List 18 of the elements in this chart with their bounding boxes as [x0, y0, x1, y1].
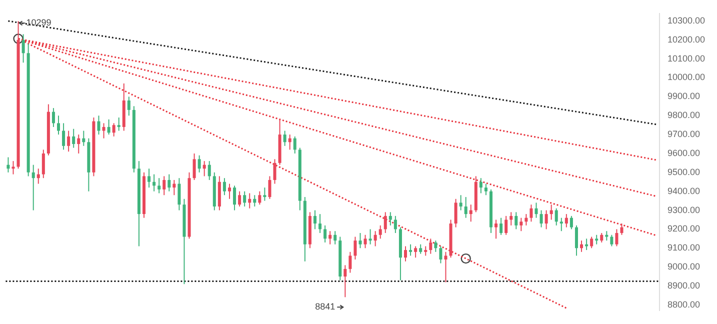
- y-tick-label: 9200.00: [667, 224, 700, 234]
- y-tick-label: 9400.00: [667, 186, 700, 196]
- y-tick-label: 10300.00: [667, 15, 706, 26]
- y-tick-label: 9800.00: [667, 110, 700, 120]
- y-tick-label: 10200.00: [667, 34, 706, 44]
- y-tick-label: 10100.00: [667, 53, 706, 64]
- y-tick-label: 9700.00: [667, 129, 700, 140]
- y-tick-label: 9900.00: [667, 91, 700, 102]
- y-tick-label: 9100.00: [667, 242, 700, 253]
- annotation: 10299: [26, 18, 52, 28]
- y-tick-label: 9600.00: [667, 148, 700, 158]
- y-tick-label: 9300.00: [667, 204, 700, 215]
- y-tick-label: 10000.00: [667, 72, 706, 82]
- annotation: 8841: [315, 302, 336, 312]
- y-tick-label: 9500.00: [667, 166, 700, 177]
- y-tick-label: 9000.00: [667, 262, 700, 272]
- y-tick-label: 8800.00: [667, 299, 700, 310]
- y-tick-label: 8900.00: [667, 280, 700, 290]
